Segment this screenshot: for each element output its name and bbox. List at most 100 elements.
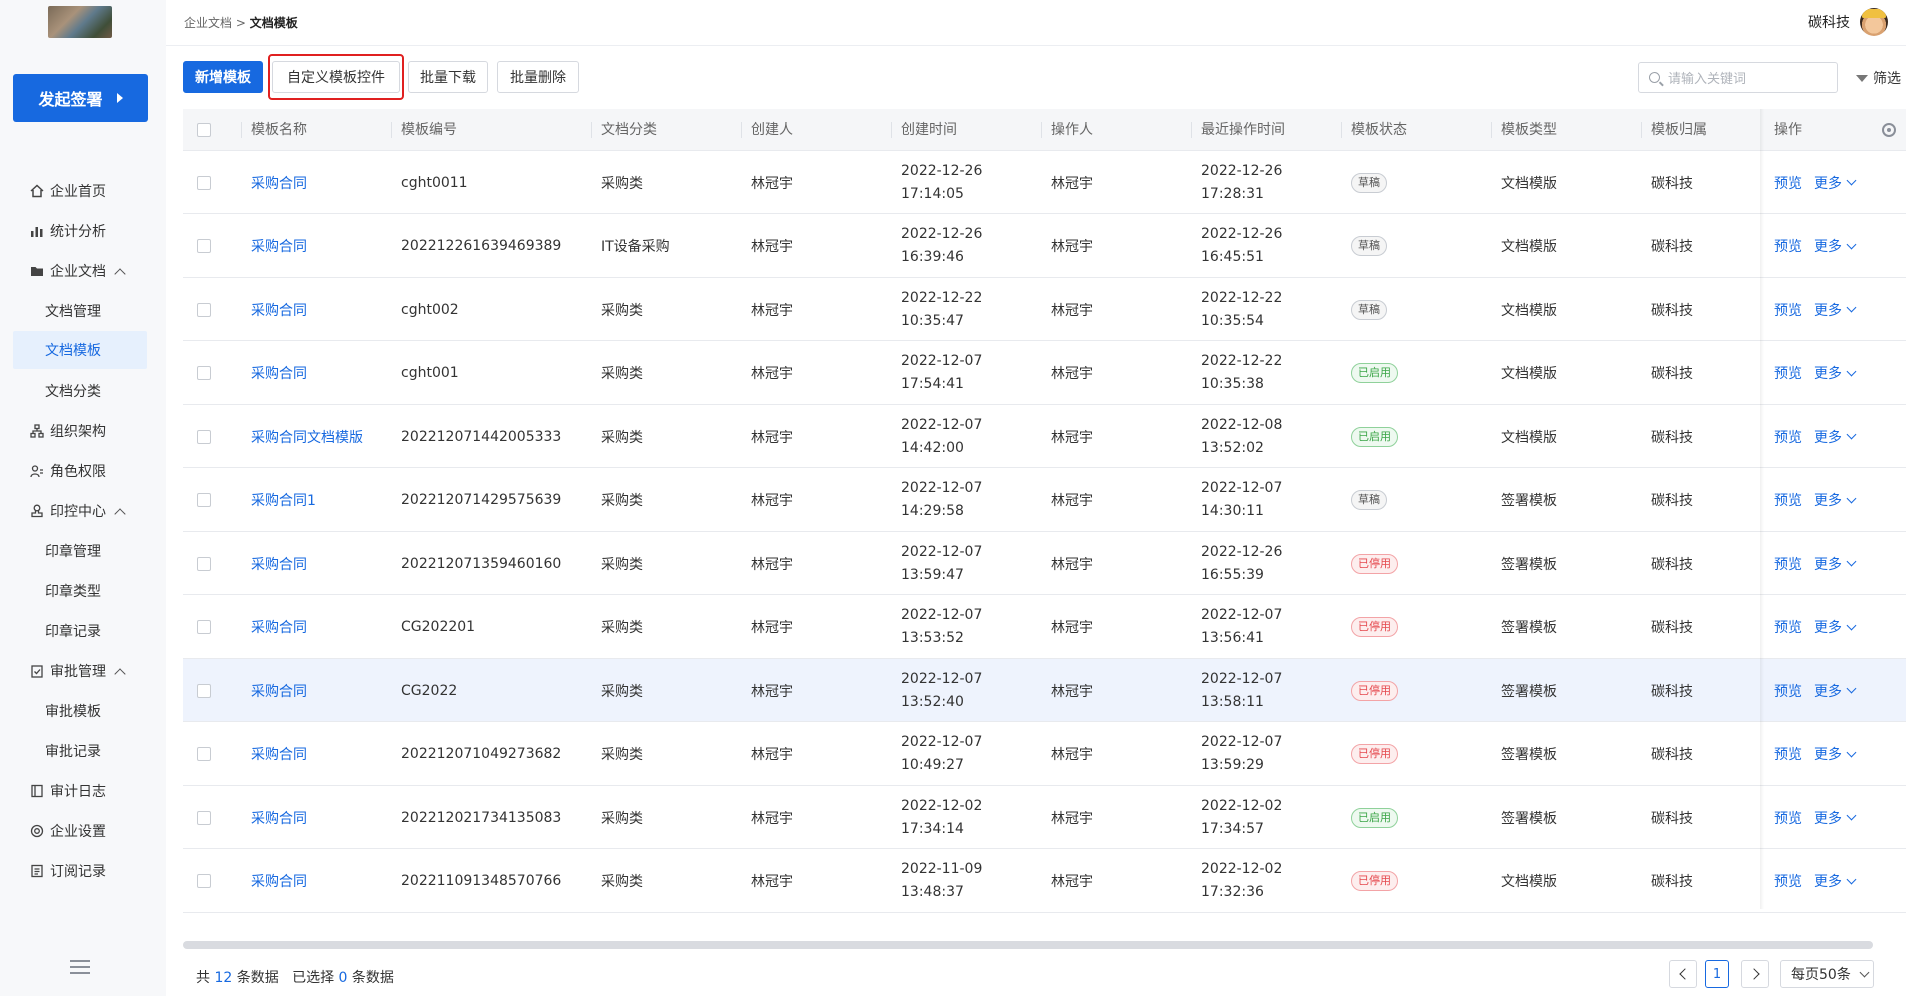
chevron-down-icon[interactable] — [1846, 493, 1857, 503]
user-menu[interactable]: 碳科技 — [1808, 8, 1888, 36]
table-row[interactable]: 采购合同 cght002 采购类 林冠宇 2022-12-22 10:35:47 林冠宇 20… — [183, 278, 1906, 341]
row-checkbox-cell[interactable] — [197, 596, 211, 659]
more-link[interactable]: 更多 — [1814, 556, 1842, 573]
row-checkbox-cell[interactable] — [197, 151, 211, 214]
row-checkbox[interactable] — [197, 429, 211, 444]
more-link[interactable]: 更多 — [1814, 747, 1842, 763]
template-name-link[interactable]: 采购合同 — [251, 175, 307, 192]
horizontal-scrollbar[interactable] — [183, 941, 1873, 949]
preview-link[interactable]: 预览 — [1774, 556, 1802, 573]
template-name-link[interactable]: 采购合同 — [251, 874, 307, 890]
template-name-link[interactable]: 采购合同 — [251, 556, 307, 573]
template-name-link[interactable]: 采购合同 — [251, 239, 307, 255]
table-row[interactable]: 采购合同1 202212071429575639 采购类 林冠宇 2022-12-07 1… — [183, 468, 1906, 532]
sidebar-item-audit-log[interactable]: 审计日志 — [0, 772, 166, 810]
chevron-down-icon[interactable] — [1846, 175, 1857, 186]
filter-button[interactable]: 筛选 — [1856, 68, 1901, 88]
more-link[interactable]: 更多 — [1814, 366, 1842, 382]
row-checkbox-cell[interactable] — [197, 532, 211, 595]
chevron-down-icon[interactable] — [1846, 429, 1857, 440]
preview-link[interactable]: 预览 — [1774, 747, 1802, 763]
sidebar-item-enterprise-docs[interactable]: 企业文档 — [0, 252, 166, 290]
more-link[interactable]: 更多 — [1814, 620, 1842, 636]
row-checkbox[interactable] — [197, 556, 211, 571]
row-checkbox[interactable] — [197, 747, 211, 761]
row-checkbox[interactable] — [197, 810, 211, 825]
preview-link[interactable]: 预览 — [1774, 874, 1802, 890]
template-name-link[interactable]: 采购合同1 — [251, 493, 316, 509]
more-link[interactable]: 更多 — [1814, 874, 1842, 890]
table-row[interactable]: 采购合同 cght001 采购类 林冠宇 2022-12-07 17:54:41 林冠宇 20… — [183, 341, 1906, 405]
table-row[interactable]: 采购合同 CG2022 采购类 林冠宇 2022-12-07 13:52:40 林冠宇 202… — [183, 659, 1906, 722]
sidebar-item-seal-records[interactable]: 印章记录 — [0, 612, 166, 650]
preview-link[interactable]: 预览 — [1774, 175, 1802, 192]
more-link[interactable]: 更多 — [1814, 493, 1842, 509]
template-name-link[interactable]: 采购合同 — [251, 683, 307, 700]
start-signing-button[interactable]: 发起签署 — [13, 74, 148, 122]
preview-link[interactable]: 预览 — [1774, 366, 1802, 382]
column-settings-icon[interactable] — [1882, 123, 1896, 137]
preview-link[interactable]: 预览 — [1774, 429, 1802, 446]
table-row[interactable]: 采购合同 cght0011 采购类 林冠宇 2022-12-26 17:14:05 林冠宇 2… — [183, 151, 1906, 214]
more-link[interactable]: 更多 — [1814, 683, 1842, 700]
sidebar-item-doc-templates[interactable]: 文档模板 — [13, 331, 147, 369]
table-row[interactable]: 采购合同 202211091348570766 采购类 林冠宇 2022-11-09 13… — [183, 849, 1906, 913]
search-input[interactable]: 请输入关键词 — [1638, 62, 1838, 93]
row-checkbox[interactable] — [197, 175, 211, 190]
more-link[interactable]: 更多 — [1814, 175, 1842, 192]
sidebar-item-statistics[interactable]: 统计分析 — [0, 212, 166, 250]
sidebar-item-approval-templates[interactable]: 审批模板 — [0, 692, 166, 730]
table-row[interactable]: 采购合同 202212021734135083 采购类 林冠宇 2022-12-02 17… — [183, 786, 1906, 849]
row-checkbox[interactable] — [197, 874, 211, 888]
row-checkbox-cell[interactable] — [197, 469, 211, 532]
table-row[interactable]: 采购合同 202212071049273682 采购类 林冠宇 2022-12-07 10… — [183, 722, 1906, 786]
table-row[interactable]: 采购合同 202212261639469389 IT设备采购 林冠宇 2022-12-2… — [183, 214, 1906, 278]
row-checkbox[interactable] — [197, 239, 211, 253]
row-checkbox[interactable] — [197, 620, 211, 634]
select-all-cell[interactable] — [197, 109, 211, 151]
sidebar-item-home[interactable]: 企业首页 — [0, 172, 166, 210]
breadcrumb-parent[interactable]: 企业文档 — [184, 16, 233, 30]
row-checkbox-cell[interactable] — [197, 278, 211, 341]
sidebar-item-approval-records[interactable]: 审批记录 — [0, 732, 166, 770]
preview-link[interactable]: 预览 — [1774, 302, 1802, 319]
more-link[interactable]: 更多 — [1814, 429, 1842, 446]
chevron-down-icon[interactable] — [1846, 683, 1857, 694]
sidebar-item-org-structure[interactable]: 组织架构 — [0, 412, 166, 450]
more-link[interactable]: 更多 — [1814, 239, 1842, 255]
table-row[interactable]: 采购合同 202212071359460160 采购类 林冠宇 2022-12-07 13… — [183, 532, 1906, 595]
row-checkbox-cell[interactable] — [197, 405, 211, 468]
template-name-link[interactable]: 采购合同 — [251, 747, 307, 763]
row-checkbox[interactable] — [197, 366, 211, 380]
preview-link[interactable]: 预览 — [1774, 683, 1802, 700]
chevron-down-icon[interactable] — [1846, 239, 1857, 249]
sidebar-item-seal-types[interactable]: 印章类型 — [0, 572, 166, 610]
sidebar-item-doc-management[interactable]: 文档管理 — [0, 292, 166, 330]
new-template-button[interactable]: 新增模板 — [183, 61, 263, 93]
template-name-link[interactable]: 采购合同文档模版 — [251, 429, 363, 446]
chevron-down-icon[interactable] — [1846, 874, 1857, 884]
chevron-down-icon[interactable] — [1846, 556, 1857, 567]
select-all-checkbox[interactable] — [197, 123, 211, 137]
sidebar-item-doc-categories[interactable]: 文档分类 — [0, 372, 166, 410]
preview-link[interactable]: 预览 — [1774, 239, 1802, 255]
row-checkbox-cell[interactable] — [197, 659, 211, 722]
more-link[interactable]: 更多 — [1814, 810, 1842, 827]
custom-template-controls-button[interactable]: 自定义模板控件 — [272, 61, 400, 93]
chevron-down-icon[interactable] — [1846, 366, 1857, 376]
row-checkbox-cell[interactable] — [197, 342, 211, 405]
template-name-link[interactable]: 采购合同 — [251, 302, 307, 319]
row-checkbox-cell[interactable] — [197, 850, 211, 913]
table-row[interactable]: 采购合同 CG202201 采购类 林冠宇 2022-12-07 13:53:52 林冠宇 2… — [183, 595, 1906, 659]
chevron-down-icon[interactable] — [1846, 810, 1857, 821]
sidebar-item-seal-management[interactable]: 印章管理 — [0, 532, 166, 570]
sidebar-item-role-permissions[interactable]: 角色权限 — [0, 452, 166, 490]
row-checkbox-cell[interactable] — [197, 786, 211, 849]
prev-page-button[interactable] — [1669, 960, 1697, 988]
row-checkbox[interactable] — [197, 683, 211, 698]
chevron-down-icon[interactable] — [1846, 747, 1857, 757]
batch-download-button[interactable]: 批量下载 — [408, 61, 488, 93]
preview-link[interactable]: 预览 — [1774, 620, 1802, 636]
sidebar-item-approval-management[interactable]: 审批管理 — [0, 652, 166, 690]
page-number[interactable]: 1 — [1705, 960, 1729, 988]
